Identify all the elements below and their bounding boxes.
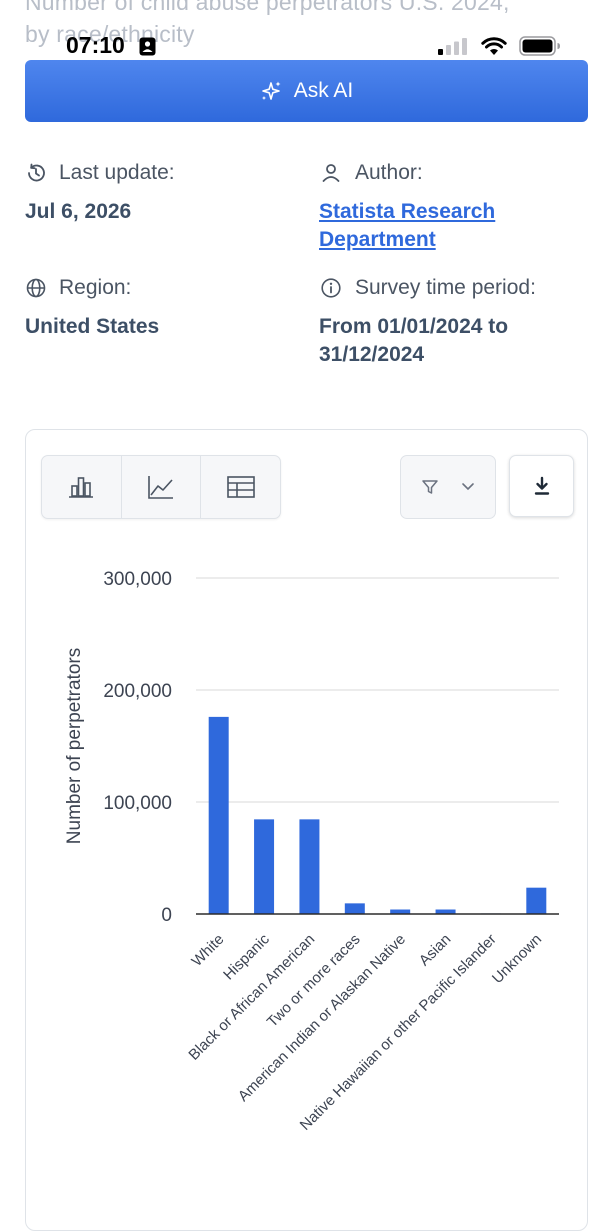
y-tick-label: 200,000 [103, 681, 172, 702]
info-icon [321, 278, 341, 298]
survey-period-value: From 01/01/2024 to 31/12/2024 [319, 315, 509, 366]
user-icon [322, 164, 340, 182]
cellular-signal-icon [438, 38, 467, 55]
region-block: Region: United States [25, 276, 159, 341]
filter-dropdown-button[interactable] [400, 455, 496, 519]
globe-icon [26, 278, 46, 298]
download-button[interactable] [509, 455, 574, 517]
page-title-line-2: by race/ethnicity [25, 21, 195, 47]
x-tick-label: Asian [416, 931, 455, 970]
survey-period-block: Survey time period: From 01/01/2024 to 3… [319, 276, 559, 369]
y-tick-label: 300,000 [103, 569, 172, 590]
bar [254, 819, 275, 914]
download-icon [534, 476, 549, 495]
line-chart-icon [148, 476, 173, 499]
region-value: United States [25, 315, 160, 338]
last-update-label: Last update: [59, 161, 175, 184]
y-tick-label: 100,000 [103, 793, 172, 814]
bar [299, 819, 320, 914]
sparkle-icon [261, 81, 281, 100]
filter-icon [422, 480, 438, 494]
chart-card: 300,000 200,000 100,000 0 Number of perpetra… [25, 429, 588, 1231]
x-tick-label: White [188, 931, 227, 970]
history-icon [28, 163, 45, 182]
chart-view-switcher [41, 455, 281, 519]
bar [208, 716, 229, 914]
wifi-icon [481, 37, 507, 55]
status-time: 07:10 [66, 32, 125, 58]
author-block: Author: Statista Research Department [319, 161, 559, 254]
x-tick-label: American Indian or Alaskan Native [235, 931, 409, 1105]
ask-ai-button[interactable]: Ask AI [25, 60, 588, 122]
ask-ai-label: Ask AI [293, 79, 354, 102]
bar-chart-view-button[interactable] [42, 456, 122, 518]
y-axis-label: Number of perpetrators [64, 648, 85, 844]
status-bar: 07:10 [0, 0, 613, 60]
survey-period-label: Survey time period: [355, 276, 536, 299]
last-update-value: Jul 6, 2026 [25, 200, 132, 223]
line-chart-view-button[interactable] [122, 456, 202, 518]
bar [344, 903, 365, 914]
id-card-icon [139, 37, 156, 56]
bar-chart: 300,000 200,000 100,000 0 Number of perpetra… [64, 569, 559, 1134]
region-label: Region: [59, 276, 132, 299]
last-update-block: Last update: Jul 6, 2026 [25, 161, 175, 226]
bar [390, 909, 411, 914]
bar-chart-icon [69, 477, 94, 498]
bar [526, 887, 547, 914]
x-tick-label: Unknown [489, 931, 545, 987]
y-tick-label: 0 [161, 905, 172, 926]
battery-icon [519, 36, 560, 56]
table-view-button[interactable] [201, 456, 280, 518]
author-label: Author: [355, 161, 423, 184]
bar [435, 909, 456, 914]
author-link[interactable]: Statista Research Department [319, 200, 496, 251]
page-title-line-1: Number of child abuse perpetrators U.S. … [25, 0, 510, 15]
table-icon [226, 476, 255, 498]
chevron-down-icon [462, 483, 474, 491]
page-title: Number of child abuse perpetrators U.S. … [25, 0, 585, 50]
